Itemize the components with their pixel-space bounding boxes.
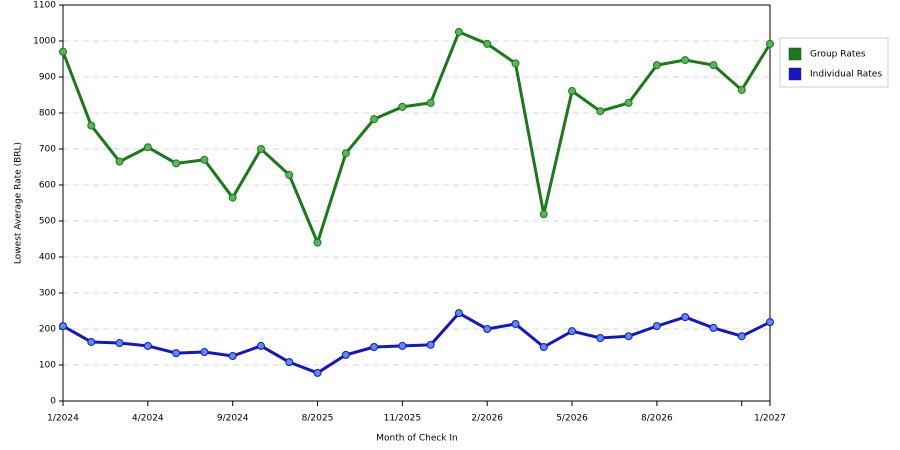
point — [596, 334, 605, 342]
point — [737, 332, 746, 341]
x-tick-label: 1/2027 — [754, 414, 786, 424]
point — [87, 337, 96, 346]
x-tick-label: 5/2026 — [556, 414, 588, 424]
point — [341, 350, 350, 359]
x-axis-label: Month of Check In — [376, 434, 458, 444]
x-tick-label: 2/2026 — [471, 414, 503, 424]
x-tick-label: 11/2025 — [384, 414, 421, 424]
point — [568, 87, 577, 96]
point — [285, 170, 294, 179]
point — [398, 102, 407, 111]
x-tick-label: 8/2025 — [302, 414, 334, 424]
point — [59, 47, 67, 56]
point — [143, 143, 152, 152]
point — [624, 332, 633, 341]
point — [370, 115, 379, 124]
point — [228, 352, 237, 360]
y-tick-label: 600 — [39, 181, 56, 191]
point — [59, 322, 67, 331]
y-tick-label: 1000 — [33, 37, 56, 47]
series-line — [61, 30, 772, 247]
point — [115, 157, 124, 166]
point — [341, 149, 350, 158]
point — [737, 85, 746, 94]
point — [172, 349, 181, 358]
y-tick-label: 1100 — [33, 1, 56, 11]
point — [256, 341, 265, 350]
point — [483, 39, 492, 48]
point — [539, 210, 548, 219]
legend-swatch — [788, 67, 802, 81]
point — [511, 319, 520, 328]
point — [313, 368, 322, 377]
plot-frame — [62, 4, 771, 402]
y-tick-label: 500 — [39, 217, 56, 227]
point — [596, 107, 605, 116]
series-line — [62, 311, 771, 375]
point — [172, 159, 181, 168]
y-tick-label: 200 — [39, 325, 56, 335]
point — [200, 155, 209, 164]
point — [87, 121, 96, 130]
y-tick-label: 800 — [39, 109, 56, 119]
point — [709, 323, 718, 332]
point — [709, 61, 718, 70]
legend-label: Group Rates — [810, 50, 866, 60]
y-tick-label: 900 — [39, 73, 56, 83]
legend-label: Individual Rates — [810, 70, 882, 80]
x-tick-label: 4/2024 — [132, 414, 164, 424]
point — [256, 145, 265, 153]
point — [539, 343, 548, 351]
point — [652, 322, 661, 331]
point — [511, 59, 520, 68]
point — [115, 339, 124, 348]
point — [313, 238, 322, 247]
y-tick-label: 400 — [39, 253, 56, 263]
legend-swatch — [788, 47, 802, 61]
point — [200, 348, 209, 357]
point — [454, 28, 463, 36]
point — [568, 327, 577, 336]
point — [766, 39, 774, 48]
point — [681, 313, 690, 322]
point — [426, 98, 435, 107]
x-tick-label: 9/2024 — [217, 414, 249, 424]
y-axis-label: Lowest Average Rate (BRL) — [14, 142, 24, 264]
y-tick-label: 0 — [50, 397, 56, 407]
x-tick-label: 8/2026 — [641, 414, 673, 424]
point — [454, 309, 463, 318]
point — [426, 340, 435, 349]
point — [370, 343, 379, 351]
point — [652, 61, 661, 70]
point — [398, 341, 407, 350]
y-tick-label: 100 — [39, 361, 56, 371]
x-tick-label: 1/2024 — [47, 414, 79, 424]
point — [483, 325, 492, 333]
point — [681, 56, 690, 65]
point — [285, 358, 294, 367]
point — [228, 193, 237, 202]
y-tick-label: 700 — [39, 145, 56, 155]
point — [624, 98, 633, 107]
point — [143, 341, 152, 350]
y-tick-label: 300 — [39, 289, 56, 299]
point — [766, 318, 774, 327]
